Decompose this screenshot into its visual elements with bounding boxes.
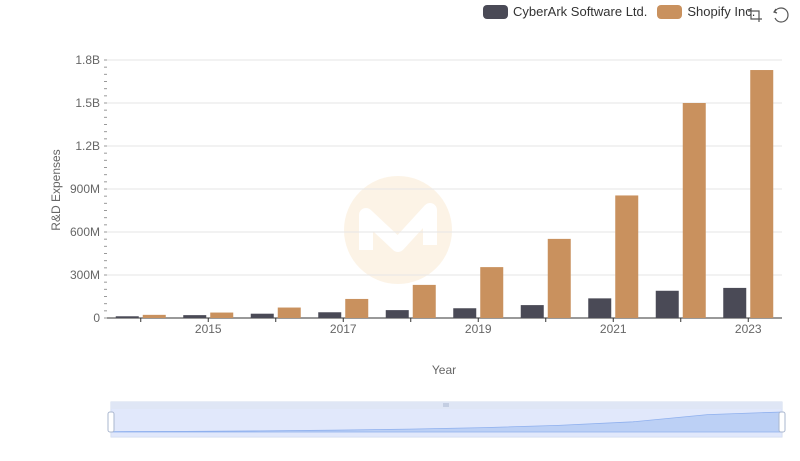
legend-item-cyberark[interactable]: CyberArk Software Ltd. <box>483 4 647 19</box>
restore-icon[interactable] <box>773 7 789 23</box>
slider-grip-icon[interactable] <box>443 403 449 407</box>
slider-handle-left[interactable] <box>107 411 115 433</box>
legend-swatch-shopify <box>657 4 683 19</box>
zoom-icon[interactable] <box>747 7 763 23</box>
legend-swatch-cyberark <box>483 4 508 19</box>
legend-item-shopify[interactable]: Shopify Inc. <box>657 4 755 19</box>
legend-label-cyberark: CyberArk Software Ltd. <box>513 4 648 19</box>
legend-label-shopify: Shopify Inc. <box>687 4 756 19</box>
slider-handle-right[interactable] <box>778 411 786 433</box>
legend: CyberArk Software Ltd. Shopify Inc. <box>483 4 765 19</box>
